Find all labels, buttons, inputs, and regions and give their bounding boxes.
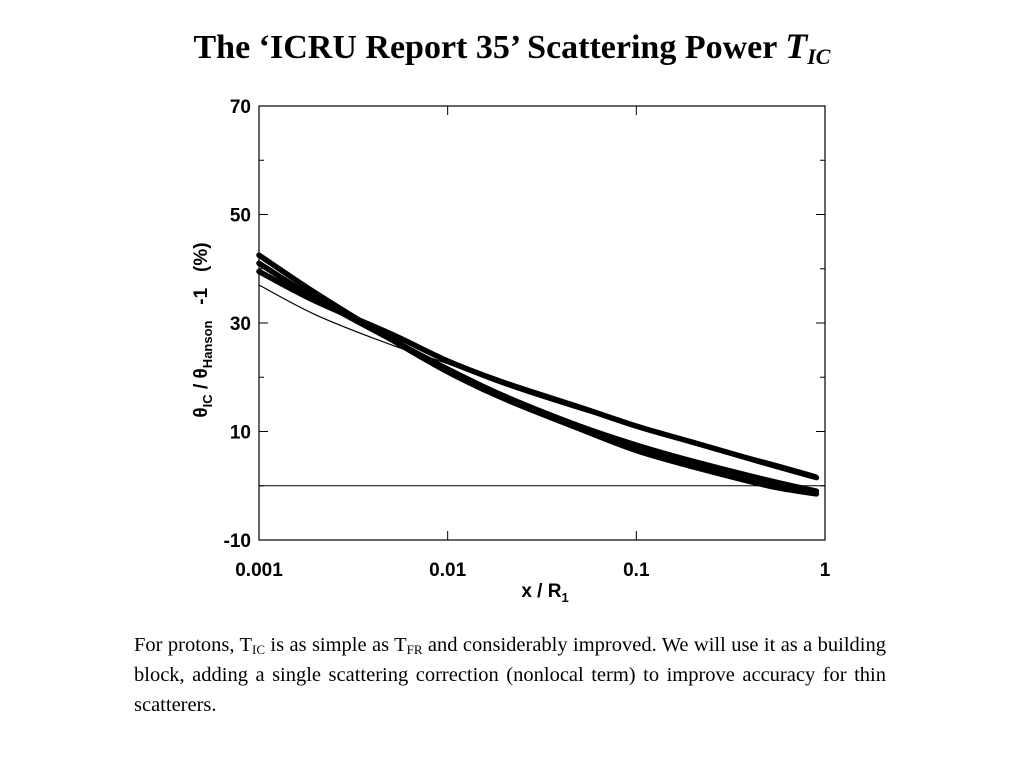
series-line-4 (258, 284, 817, 476)
y-axis-label-slash: / (191, 378, 212, 394)
title-variable-letter: T (785, 26, 808, 66)
x-axis-label: x / R1 (521, 581, 568, 605)
slide-title-text: The ‘ICRU Report 35’ Scattering Power (193, 29, 777, 66)
slide-title: The ‘ICRU Report 35’ Scattering Power TI… (0, 22, 1024, 72)
series-line-1 (256, 252, 820, 497)
caption-part-2: is as simple as T (265, 634, 407, 656)
series-line-2 (256, 260, 820, 494)
y-tick-label: 10 (230, 423, 251, 444)
x-tick-label: 0.001 (235, 560, 283, 581)
slide-caption: For protons, TIC is as simple as TFR and… (134, 630, 886, 720)
x-tick-label: 0.01 (429, 560, 466, 581)
y-axis-label-ic-subscript: IC (200, 394, 215, 408)
x-tick-label: 0.1 (623, 560, 650, 581)
y-axis-label-hanson-subscript: Hanson (200, 320, 215, 368)
caption-sub-ic: IC (252, 642, 266, 657)
y-tick-label: -10 (224, 531, 251, 552)
title-variable: TIC (785, 26, 831, 69)
caption-part-1: For protons, T (134, 634, 253, 656)
title-variable-subscript: IC (807, 44, 831, 69)
plot-area: -10 10 30 50 70 0.001 0.01 0.1 1 (224, 97, 831, 581)
y-axis-label-theta-ic: θ (191, 407, 212, 417)
x-axis-label-subscript: 1 (561, 590, 568, 605)
y-tick-label: 50 (230, 206, 251, 227)
y-axis-label-theta-hanson: θ (191, 368, 212, 378)
y-tick-label: 30 (230, 314, 251, 335)
y-axis-label-tail: -1 (%) (191, 242, 212, 320)
caption-part-3: and considerably improved. We will use i… (134, 634, 886, 716)
caption-sub-fr: FR (406, 642, 423, 657)
y-tick-label: 70 (230, 97, 251, 118)
x-axis-label-text: x / R (521, 581, 561, 602)
series-line-3 (256, 268, 820, 481)
y-axis-label: θIC / θHanson -1 (%) (191, 242, 215, 417)
x-tick-label: 1 (820, 560, 831, 581)
